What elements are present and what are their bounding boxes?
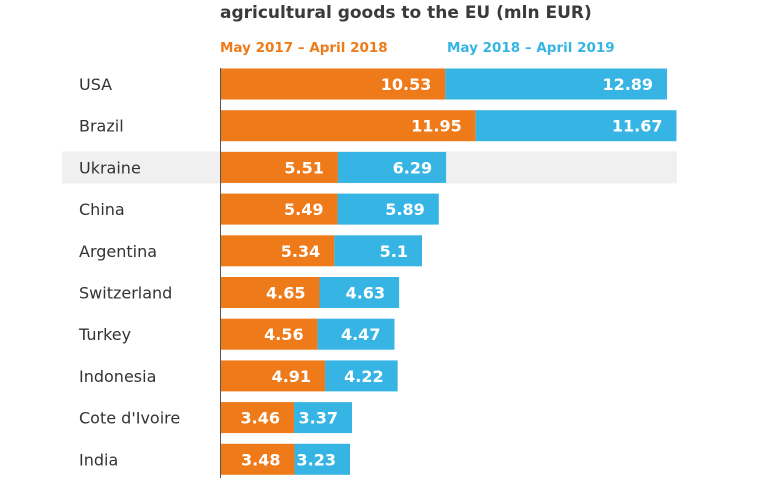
- bar-2018-2019: [475, 110, 677, 142]
- category-label: Argentina: [79, 242, 157, 261]
- data-label: 3.48: [241, 450, 280, 469]
- data-label: 6.29: [393, 158, 432, 177]
- category-label: Indonesia: [79, 367, 156, 386]
- bar-2017-2018: [220, 193, 338, 225]
- category-label: Turkey: [78, 325, 131, 344]
- data-label: 11.95: [411, 117, 462, 136]
- data-label: 4.91: [272, 367, 311, 386]
- category-label: China: [79, 200, 125, 219]
- data-label: 5.51: [284, 158, 323, 177]
- data-label: 5.34: [281, 242, 320, 261]
- data-label: 3.23: [297, 450, 336, 469]
- bar-2017-2018: [220, 402, 295, 434]
- category-label: Switzerland: [79, 284, 172, 303]
- bar-2017-2018: [220, 277, 320, 308]
- bar-2018-2019: [319, 277, 400, 308]
- data-label: 4.22: [344, 367, 383, 386]
- data-label: 10.53: [381, 75, 432, 94]
- data-label: 5.1: [380, 242, 408, 261]
- data-label: 12.89: [602, 75, 653, 94]
- bar-2018-2019: [337, 151, 447, 183]
- category-label: India: [79, 450, 118, 469]
- bar-2017-2018: [220, 151, 338, 183]
- bar-2017-2018: [220, 360, 326, 392]
- bar-2018-2019: [445, 68, 668, 100]
- data-label: 11.67: [612, 117, 663, 136]
- data-label: 4.47: [341, 325, 380, 344]
- data-label: 5.89: [385, 200, 424, 219]
- bar-2017-2018: [220, 318, 318, 350]
- bar-2017-2018: [220, 443, 295, 475]
- category-label: USA: [79, 75, 112, 94]
- bar-2018-2019: [294, 402, 353, 434]
- bar-2018-2019: [325, 360, 398, 392]
- data-label: 3.46: [241, 409, 280, 428]
- category-label: Ukraine: [79, 158, 141, 177]
- bar-2018-2019: [294, 443, 351, 475]
- bar-2017-2018: [220, 235, 335, 267]
- category-label: Cote d'Ivoire: [79, 409, 180, 428]
- bar-2017-2018: [220, 110, 476, 142]
- bar-2017-2018: [220, 68, 446, 100]
- data-label: 3.37: [299, 409, 338, 428]
- bar-2018-2019: [317, 318, 395, 350]
- bar-2018-2019: [337, 193, 439, 225]
- legend-series-1: May 2017 – April 2018: [220, 40, 388, 56]
- category-label: Brazil: [79, 117, 124, 136]
- legend-series-2: May 2018 – April 2019: [447, 40, 615, 56]
- data-label: 5.49: [284, 200, 323, 219]
- data-label: 4.56: [264, 325, 303, 344]
- data-label: 4.65: [266, 284, 305, 303]
- chart-title: agricultural goods to the EU (mln EUR): [220, 3, 592, 23]
- data-label: 4.63: [346, 284, 385, 303]
- bar-2018-2019: [334, 235, 422, 267]
